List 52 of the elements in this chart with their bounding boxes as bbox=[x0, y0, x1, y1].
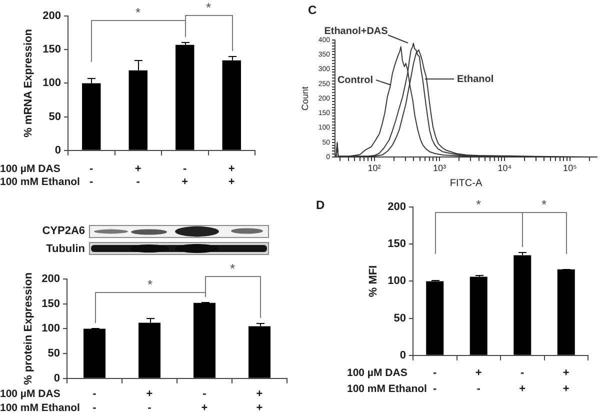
y-tick-label: 0 bbox=[54, 372, 60, 384]
x-tick-label: + + bbox=[227, 163, 236, 189]
series-label: Control bbox=[337, 74, 374, 86]
y-tick-label: 100 bbox=[42, 322, 60, 335]
y-axis-title: % mRNA Expression bbox=[22, 28, 35, 138]
x-tick-label: + + bbox=[562, 366, 570, 398]
y-tick-label: 150 bbox=[388, 238, 406, 250]
y-tick-label: 100 bbox=[388, 275, 406, 288]
x-tick-label: - + bbox=[200, 386, 209, 416]
y-tick-label: 0 bbox=[54, 144, 61, 156]
text: Tubulin bbox=[46, 242, 85, 256]
text: * bbox=[204, 0, 212, 15]
y-axis-title: Count bbox=[300, 86, 310, 111]
x-tick-label: 10² bbox=[368, 162, 381, 173]
x-axis-title: FITC-A bbox=[450, 178, 482, 189]
y-tick-label: 50 bbox=[394, 312, 406, 324]
chart-title: C bbox=[308, 3, 317, 17]
x-axis-title: 100 µM DAS 100 mM Ethanol bbox=[0, 163, 80, 189]
y-tick-label: 200 bbox=[388, 201, 406, 214]
annotation: * bbox=[134, 5, 142, 20]
y-tick-label: 50 bbox=[48, 348, 60, 360]
annotation: * bbox=[146, 277, 154, 292]
chart-title: D bbox=[316, 198, 325, 212]
legend-label: Ethanol bbox=[457, 74, 494, 85]
y-tick-label: 0 bbox=[400, 349, 406, 362]
y-tick-label: 150 bbox=[42, 44, 61, 56]
x-tick-label: + + bbox=[255, 386, 264, 416]
x-tick-label: + - bbox=[474, 366, 483, 398]
y-tick-label: 150 bbox=[42, 298, 60, 310]
x-tick-label: - - bbox=[433, 366, 437, 396]
text: * bbox=[228, 261, 236, 276]
x-tick-label: 10³ bbox=[432, 162, 446, 173]
x-tick-label: - + bbox=[518, 366, 527, 398]
x-tick-label: + - bbox=[134, 163, 142, 189]
x-axis-title: 100 µM DAS 100 mM Ethanol bbox=[347, 366, 427, 398]
y-tick-label: 200 bbox=[42, 10, 61, 22]
x-tick-label: - - bbox=[90, 163, 94, 188]
y-axis-title: % MFI bbox=[368, 265, 380, 298]
annotation: * bbox=[474, 197, 482, 212]
x-tick-label: 10⁴ bbox=[498, 162, 512, 173]
y-tick-label: 50 bbox=[48, 110, 61, 123]
text: CYP2A6 bbox=[42, 224, 85, 238]
y-axis-title: % protein Expression bbox=[22, 272, 35, 385]
x-tick-label: + - bbox=[145, 386, 154, 416]
x-tick-label: - - bbox=[92, 386, 98, 416]
y-tick-label: 200 bbox=[42, 273, 60, 286]
x-tick-label: - + bbox=[180, 163, 190, 189]
annotation: * bbox=[540, 197, 548, 212]
x-tick-label: 10⁵ bbox=[563, 162, 578, 173]
text: Ethanol+DAS bbox=[324, 26, 388, 37]
x-axis-title: 100 µM DAS 100 mM Ethanol bbox=[0, 386, 80, 416]
y-tick-label: 100 bbox=[42, 77, 61, 90]
